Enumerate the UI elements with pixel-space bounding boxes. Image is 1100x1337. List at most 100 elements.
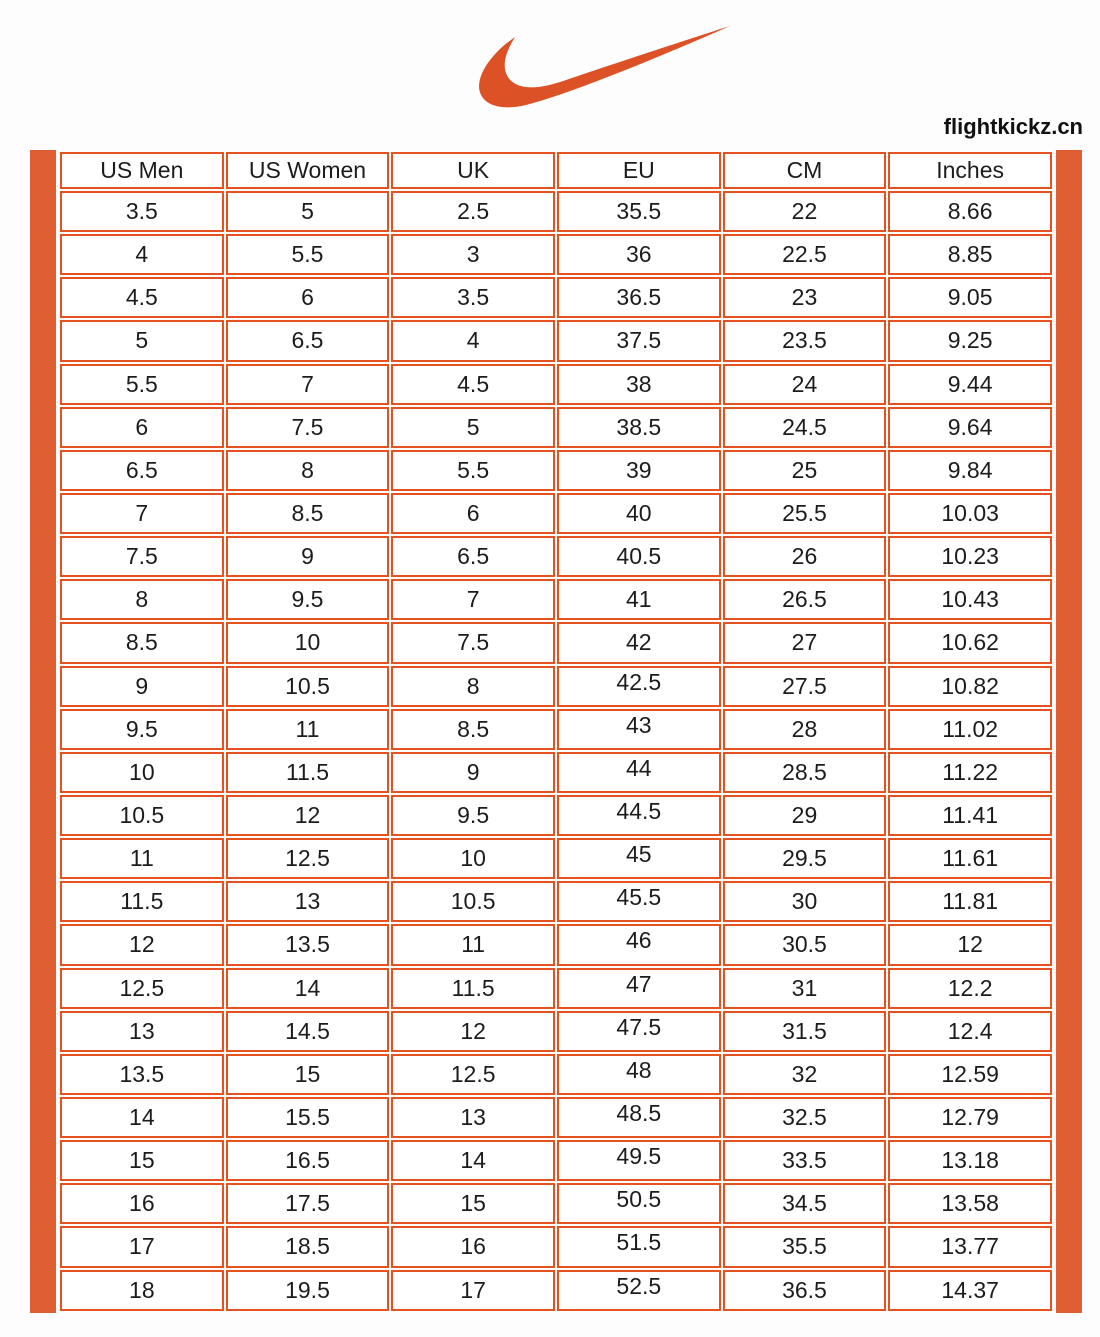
table-cell-cm: 24 [722,363,887,405]
table-cell-eu: 40.5 [556,536,721,578]
table-cell-eu: 47.5 [556,1010,721,1052]
table-cell-cm: 30 [722,881,887,923]
table-cell-cm: 34.5 [722,1183,887,1225]
table-cell-uk: 4.5 [391,363,555,405]
table-cell-cm: 25 [722,449,887,491]
table-cell-cm: 30.5 [722,924,887,966]
table-cell-uk: 8 [391,665,555,707]
table-cell-eu: 45.5 [556,881,721,923]
table-cell-cm: 26 [722,536,887,578]
table-cell-eu: 51.5 [556,1226,721,1268]
table-cell-uk: 15 [391,1183,555,1225]
table-row: 8 9.5 7 41 26.5 10.43 [60,579,1052,621]
table-row: 14 15.5 13 48.5 32.5 12.79 [60,1096,1052,1139]
table-cell-uk: 6.5 [391,536,555,578]
table-cell-us-women: 11.5 [225,751,390,793]
size-conversion-table: US Men US Women UK EU CM Inches 3.5 5 2.5 35.5 22… [58,150,1054,1313]
table-cell-inches: 8.66 [888,191,1052,233]
table-cell-cm: 22.5 [722,234,887,276]
table-cell-us-men: 5.5 [60,363,224,405]
table-cell-cm: 23.5 [722,320,887,362]
table-cell-inches: 10.43 [888,579,1052,621]
table-cell-inches: 12.2 [888,967,1052,1009]
table-cell-us-women: 8 [225,449,390,491]
table-cell-us-men: 10 [60,751,224,793]
table-cell-inches: 11.02 [888,708,1052,750]
table-cell-cm: 31 [722,967,887,1009]
table-row: 12 13.5 11 46 30.5 12 [60,924,1052,966]
table-cell-eu: 36 [556,234,721,276]
table-cell-us-women: 11 [225,708,390,750]
table-cell-inches: 9.44 [888,363,1052,405]
table-cell-us-women: 9.5 [225,579,390,621]
table-cell-cm: 28 [722,708,887,750]
table-cell-cm: 32 [722,1053,887,1095]
table-row: 6 7.5 5 38.5 24.5 9.64 [60,406,1052,448]
table-cell-us-women: 10.5 [225,665,390,707]
table-cell-eu: 48.5 [556,1096,721,1139]
table-cell-us-women: 13 [225,881,390,923]
table-cell-eu: 44 [556,751,721,793]
table-cell-cm: 28.5 [722,751,887,793]
table-cell-us-women: 16.5 [225,1140,390,1182]
table-row: 5 6.5 4 37.5 23.5 9.25 [60,320,1052,362]
table-cell-us-men: 12.5 [60,967,224,1009]
table-cell-uk: 3 [391,234,555,276]
table-cell-us-men: 10.5 [60,794,224,837]
table-cell-inches: 9.84 [888,449,1052,491]
table-cell-cm: 25.5 [722,492,887,535]
table-row: 9.5 11 8.5 43 28 11.02 [60,708,1052,750]
column-header-eu: EU [556,152,721,189]
table-cell-cm: 27.5 [722,665,887,707]
table-cell-eu: 36.5 [556,277,721,319]
table-cell-uk: 12 [391,1010,555,1052]
table-cell-inches: 8.85 [888,234,1052,276]
table-cell-cm: 26.5 [722,579,887,621]
table-cell-cm: 24.5 [722,406,887,448]
table-cell-cm: 27 [722,622,887,664]
table-cell-uk: 14 [391,1140,555,1182]
table-cell-inches: 11.22 [888,751,1052,793]
table-cell-uk: 8.5 [391,708,555,750]
table-row: 16 17.5 15 50.5 34.5 13.58 [60,1183,1052,1225]
table-cell-eu: 39 [556,449,721,491]
table-row: 4.5 6 3.5 36.5 23 9.05 [60,277,1052,319]
table-row: 12.5 14 11.5 47 31 12.2 [60,967,1052,1009]
table-cell-us-men: 15 [60,1140,224,1182]
table-cell-us-women: 6.5 [225,320,390,362]
table-cell-inches: 11.41 [888,794,1052,837]
table-cell-us-women: 12.5 [225,838,390,880]
table-row: 10.5 12 9.5 44.5 29 11.41 [60,794,1052,837]
table-row: 15 16.5 14 49.5 33.5 13.18 [60,1140,1052,1182]
table-cell-inches: 9.64 [888,406,1052,448]
table-cell-inches: 12.59 [888,1053,1052,1095]
table-cell-cm: 31.5 [722,1010,887,1052]
table-cell-us-men: 17 [60,1226,224,1268]
table-cell-us-men: 12 [60,924,224,966]
table-cell-eu: 41 [556,579,721,621]
table-cell-inches: 12.4 [888,1010,1052,1052]
left-accent-stripe [30,150,56,1313]
table-row: 7.5 9 6.5 40.5 26 10.23 [60,536,1052,578]
table-row: 9 10.5 8 42.5 27.5 10.82 [60,665,1052,707]
table-cell-cm: 33.5 [722,1140,887,1182]
table-row: 18 19.5 17 52.5 36.5 14.37 [60,1269,1052,1311]
table-cell-uk: 10 [391,838,555,880]
table-cell-us-men: 13.5 [60,1053,224,1095]
table-cell-inches: 13.18 [888,1140,1052,1182]
table-cell-us-women: 14.5 [225,1010,390,1052]
table-row: 10 11.5 9 44 28.5 11.22 [60,751,1052,793]
table-cell-us-women: 15 [225,1053,390,1095]
table-row: 8.5 10 7.5 42 27 10.62 [60,622,1052,664]
table-cell-us-men: 14 [60,1096,224,1139]
table-cell-us-women: 7 [225,363,390,405]
table-cell-eu: 42 [556,622,721,664]
table-cell-uk: 9 [391,751,555,793]
table-cell-uk: 10.5 [391,881,555,923]
table-cell-inches: 10.23 [888,536,1052,578]
table-row: 11.5 13 10.5 45.5 30 11.81 [60,881,1052,923]
table-cell-uk: 7 [391,579,555,621]
table-cell-us-women: 17.5 [225,1183,390,1225]
table-cell-eu: 49.5 [556,1140,721,1182]
table-cell-cm: 32.5 [722,1096,887,1139]
